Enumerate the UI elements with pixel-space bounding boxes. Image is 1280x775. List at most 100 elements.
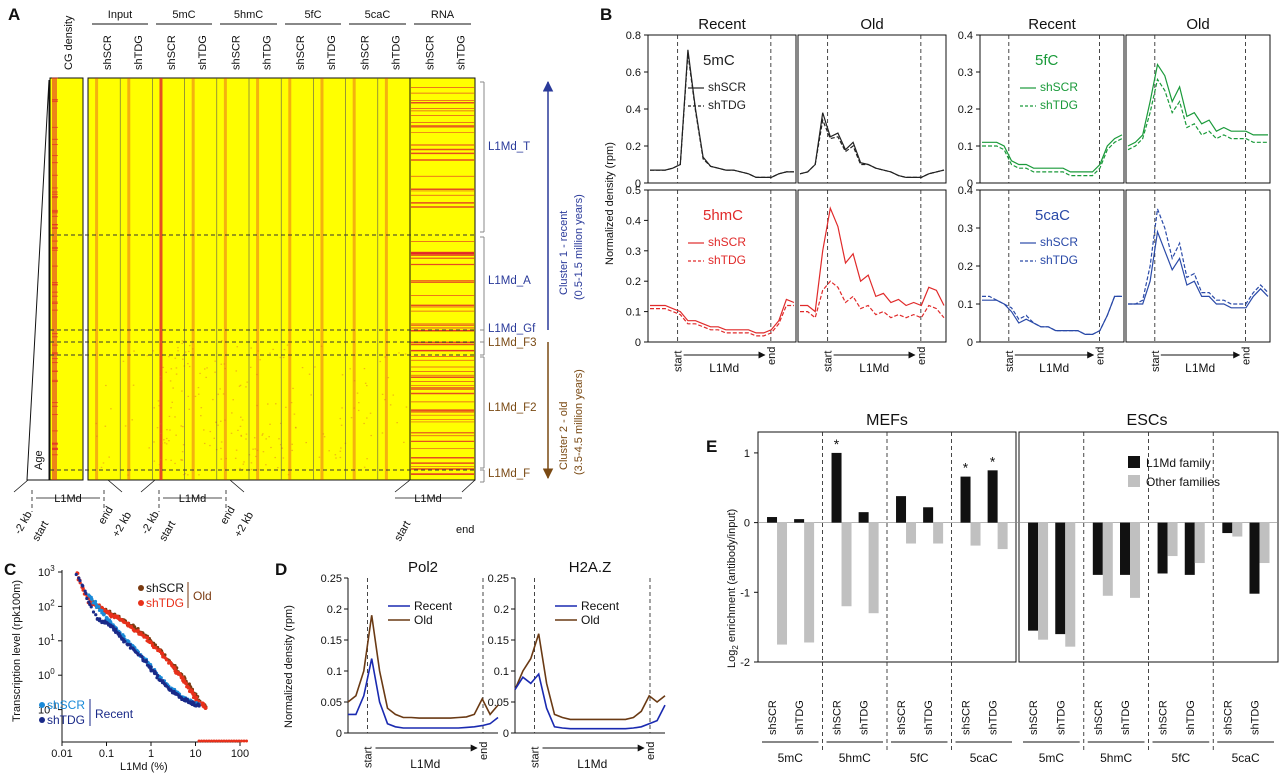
e-y-tick-label: -1 [740, 587, 750, 599]
d-title-H2A.Z: H2A.Z [569, 559, 612, 576]
d-legend-recent: Recent [414, 599, 453, 613]
start-signal-band [95, 78, 99, 480]
legend-shSCR: shSCR [1040, 80, 1078, 94]
e-group-label: 5fC [910, 751, 929, 765]
x-end-label: end [766, 347, 778, 365]
heatmap-texture [287, 474, 290, 476]
c-point-3 [117, 631, 121, 636]
y-tick-label: 0.3 [958, 67, 973, 79]
heatmap-texture [272, 348, 274, 351]
heatmap-texture [255, 455, 257, 458]
heatmap-texture [225, 457, 228, 460]
d-y-tick-label: 0.25 [488, 573, 509, 585]
y-tick-label: 0.3 [958, 223, 973, 235]
c-zero-point [202, 739, 206, 743]
start-signal-band [352, 78, 356, 480]
heatmap-texture [259, 359, 261, 361]
e-bar-other [933, 522, 944, 544]
heatmap-texture [234, 468, 236, 471]
heatmap-texture [148, 447, 150, 449]
x-l1md-label: L1Md [859, 361, 889, 375]
d-end-label: end [478, 742, 490, 760]
c-point-3 [91, 610, 96, 614]
heatmap-texture [181, 354, 184, 357]
cluster2-label: Cluster 2 - old [558, 402, 570, 470]
sample-label-shSCR: shSCR [102, 35, 114, 70]
c-zero-point [215, 739, 219, 743]
c-point-3 [126, 643, 130, 647]
c-point-1 [173, 667, 177, 671]
heatmap-texture [162, 366, 164, 369]
5hmC-old-shTDG-line [800, 280, 945, 319]
tick-exp: 3 [50, 564, 55, 573]
heatmap-texture [279, 444, 282, 446]
heatmap-texture [366, 417, 368, 419]
tick-exp: 2 [50, 598, 55, 607]
start-signal-band [223, 78, 227, 480]
heatmap-texture [158, 405, 160, 407]
c-point-2 [91, 601, 95, 605]
heatmap-texture [213, 437, 216, 439]
5mC-old-shSCR-line [799, 112, 945, 178]
heatmap-texture [100, 466, 103, 469]
heatmap-texture [237, 429, 239, 431]
start-label: start [30, 519, 51, 544]
x-l1md-label: L1Md [1185, 361, 1215, 375]
c-point-1 [184, 681, 188, 685]
heatmap-texture [277, 466, 279, 469]
heatmap-texture [243, 461, 245, 463]
e-significance-star: * [963, 460, 969, 476]
heatmap-texture [181, 451, 184, 453]
heatmap-texture [175, 373, 178, 375]
e-sample-label: shSCR [1093, 700, 1105, 735]
minus2kb-label: -2 kb [139, 509, 162, 536]
heatmap-texture [198, 393, 200, 395]
heatmap-texture [265, 438, 267, 440]
c-point-3 [140, 655, 144, 659]
c-x-tick-label: 0.1 [99, 748, 114, 760]
e-bar-l1md [1055, 522, 1066, 635]
heatmap-texture [188, 350, 190, 353]
start-signal-band [159, 78, 163, 480]
x-end-label: end [916, 347, 928, 365]
c-point-3 [98, 617, 102, 621]
heatmap-texture [169, 380, 172, 382]
heatmap-texture [292, 387, 294, 390]
heatmap-texture [339, 456, 342, 459]
cluster1-sublabel: (0.5-1.5 million years) [573, 194, 585, 300]
heatmap-texture [220, 441, 223, 443]
heatmap-texture [170, 407, 172, 409]
col-title-Old: Old [1186, 16, 1209, 33]
e-bar-other [841, 522, 852, 607]
y-tick-label: 0.1 [958, 299, 973, 311]
5hmC-recent-shSCR-line [650, 298, 795, 334]
e-sample-label: shTDG [923, 700, 935, 735]
heatmap-texture [187, 363, 189, 365]
heatmap-texture [108, 456, 110, 458]
heatmap-texture [215, 421, 217, 423]
d-y-tick-label: 0.05 [488, 697, 509, 709]
heatmap-texture [220, 447, 222, 449]
legend-recent-shTDG: shTDG [47, 713, 85, 727]
cluster-label-L1Md_F: L1Md_F [488, 468, 530, 480]
heatmap-texture [165, 371, 167, 373]
e-group-label: 5caC [1232, 751, 1260, 765]
c-zero-point [235, 739, 239, 743]
heatmap-texture [270, 446, 272, 449]
sample-label-shTDG: shTDG [456, 35, 468, 70]
heatmap-texture [175, 367, 178, 369]
c-point-1 [192, 692, 197, 697]
bottom-guide [140, 479, 156, 493]
c-zero-point [220, 739, 224, 743]
tick-base: 10 [38, 670, 50, 682]
heatmap-texture [236, 346, 239, 348]
bottom-guide [13, 479, 29, 493]
heatmap-texture [253, 437, 256, 439]
panel-a-letter: A [8, 5, 20, 24]
heatmap-texture [248, 454, 251, 456]
e-group-label: 5hmC [839, 751, 871, 765]
heatmap-texture [223, 363, 226, 365]
group-header-5mC: 5mC [172, 9, 195, 21]
age-triangle [26, 79, 50, 481]
5hmC-old-shSCR-line [800, 206, 945, 313]
